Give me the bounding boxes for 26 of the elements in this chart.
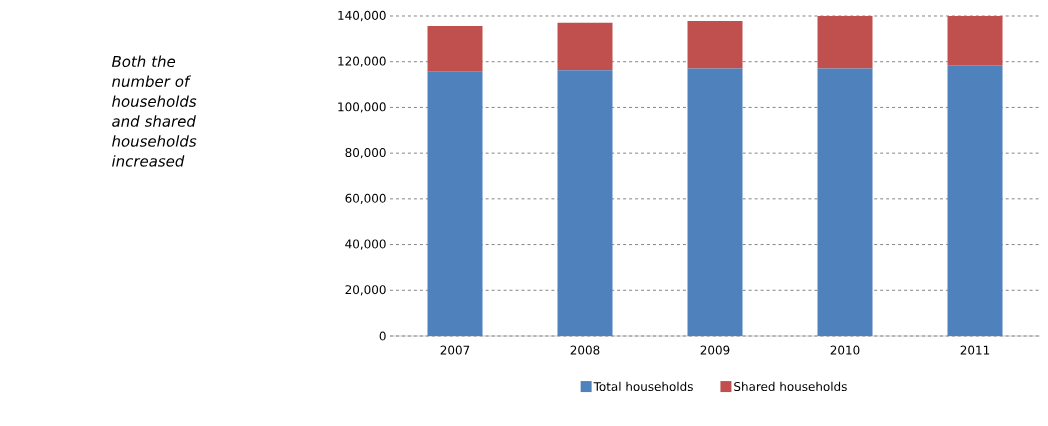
x-tick-label: 2010	[830, 345, 860, 355]
x-tick-label: 2007	[440, 345, 470, 355]
y-tick-label: 100,000	[338, 102, 386, 113]
y-tick-label: 0	[379, 331, 386, 341]
y-tick-label: 80,000	[345, 148, 386, 159]
bar	[557, 22, 613, 71]
bar	[427, 71, 483, 336]
legend-label: Shared households	[734, 381, 847, 392]
x-tick-label: 2009	[700, 345, 730, 355]
y-tick-label: 60,000	[345, 193, 386, 204]
bar	[817, 68, 873, 336]
bar	[947, 65, 1003, 336]
legend-label: Total households	[593, 381, 693, 392]
y-tick-label: 20,000	[345, 285, 386, 296]
bar	[557, 70, 613, 336]
x-tick-label: 2011	[960, 345, 990, 355]
bar	[947, 16, 1003, 66]
x-tick-label: 2008	[570, 345, 600, 355]
y-tick-label: 40,000	[345, 239, 386, 250]
y-tick-label: 120,000	[338, 56, 386, 67]
bar	[427, 26, 483, 72]
y-tick-label: 140,000	[338, 10, 386, 22]
bar	[687, 21, 743, 69]
bar	[817, 16, 873, 69]
text: Both the number of households and shared households increased	[111, 55, 197, 167]
bar	[687, 68, 743, 336]
